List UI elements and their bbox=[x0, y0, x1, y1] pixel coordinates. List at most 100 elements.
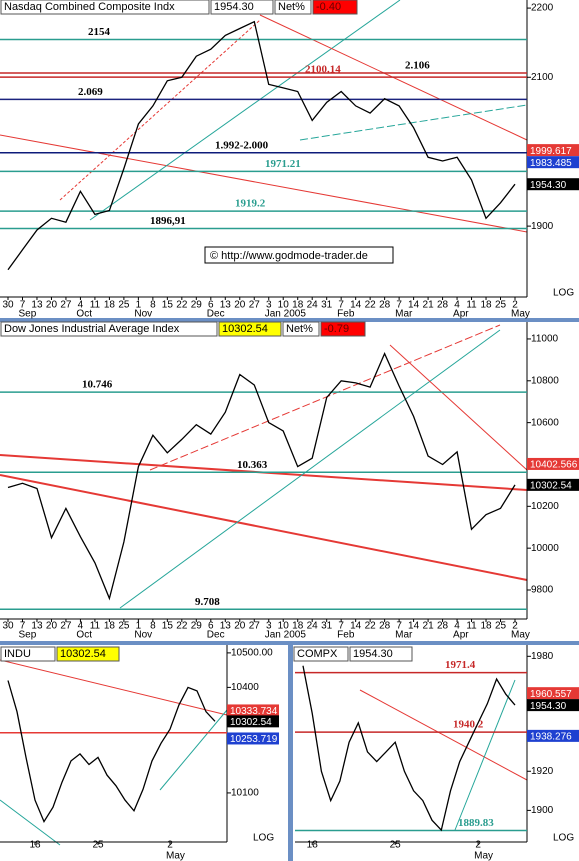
price-line bbox=[7, 680, 216, 824]
price-line bbox=[7, 20, 516, 271]
x-tick-label: 2 bbox=[475, 840, 481, 851]
price-tag-label: 1954.30 bbox=[530, 701, 567, 712]
x-tick-label: 2 bbox=[512, 300, 518, 311]
x-tick-label: 7 bbox=[20, 300, 26, 311]
panel-title-box bbox=[0, 646, 56, 662]
month-label: Sep bbox=[18, 309, 36, 320]
x-tick-label: 13 bbox=[220, 621, 232, 632]
y-tick-label: 10100 bbox=[231, 788, 259, 799]
x-tick-label: 31 bbox=[321, 300, 333, 311]
y-tick-label: 10000 bbox=[531, 543, 559, 554]
price-tag-label: 10333.734 bbox=[230, 706, 278, 717]
month-label: Nov bbox=[134, 309, 152, 320]
price-tag bbox=[527, 687, 579, 700]
net-caption: Net% bbox=[278, 1, 305, 13]
x-tick-label: 28 bbox=[379, 621, 391, 632]
x-tick-label: 14 bbox=[350, 621, 362, 632]
x-tick-label: 27 bbox=[249, 621, 261, 632]
price-tag-label: 1960.557 bbox=[530, 689, 572, 700]
month-label: Jan 2005 bbox=[265, 309, 307, 320]
note-box bbox=[204, 246, 394, 264]
trendline bbox=[0, 659, 228, 716]
x-tick-label: 18 bbox=[292, 621, 304, 632]
level-label: 2.069 bbox=[78, 86, 103, 98]
x-tick-label: 29 bbox=[191, 621, 203, 632]
x-tick-label: 14 bbox=[408, 621, 420, 632]
price-tag bbox=[527, 699, 579, 712]
x-tick-label: 4 bbox=[454, 621, 460, 632]
month-label: Oct bbox=[76, 309, 92, 320]
y-tick-label: 9800 bbox=[531, 585, 554, 596]
price-tag-label: 10402.566 bbox=[530, 460, 578, 471]
y-tick-label: 2200 bbox=[531, 3, 554, 14]
y-tick-label: 10800 bbox=[531, 375, 559, 386]
y-tick-label: 10500.00 bbox=[231, 648, 273, 659]
month-label: May bbox=[511, 630, 530, 641]
month-label: Jan 2005 bbox=[265, 630, 307, 641]
net-caption-box bbox=[282, 321, 320, 337]
x-tick-label: 7 bbox=[338, 621, 344, 632]
x-tick-label: 7 bbox=[338, 300, 344, 311]
price-tag bbox=[527, 478, 579, 491]
x-tick-label: 25 bbox=[495, 621, 507, 632]
price-tag-label: 1999.617 bbox=[530, 146, 572, 157]
x-tick-label: 31 bbox=[321, 621, 333, 632]
month-label: Feb bbox=[337, 309, 355, 320]
price-line bbox=[7, 351, 516, 601]
x-tick-label: 18 bbox=[307, 840, 319, 851]
x-tick-label: 20 bbox=[46, 621, 58, 632]
x-tick-label: 22 bbox=[365, 300, 377, 311]
x-tick-label: 10 bbox=[278, 300, 290, 311]
last-value: 10302.54 bbox=[222, 323, 268, 335]
net-caption-box bbox=[274, 0, 312, 15]
month-label: Mar bbox=[395, 630, 413, 641]
y-tick-label: 10600 bbox=[531, 417, 559, 428]
x-tick-label: 10 bbox=[278, 621, 290, 632]
price-tag-label: 10302.54 bbox=[530, 481, 572, 492]
x-tick-label: 27 bbox=[60, 300, 72, 311]
last-value: 10302.54 bbox=[60, 648, 106, 660]
x-tick-label: 7 bbox=[396, 621, 402, 632]
price-tag-label: 10253.719 bbox=[230, 734, 278, 745]
x-tick-label: 15 bbox=[162, 300, 174, 311]
x-tick-label: 24 bbox=[307, 621, 319, 632]
month-label: Oct bbox=[76, 630, 92, 641]
month-label: Dec bbox=[207, 630, 225, 641]
level-label: 1889.83 bbox=[458, 817, 494, 829]
last-value-box bbox=[210, 0, 274, 15]
x-tick-label: 8 bbox=[150, 300, 156, 311]
last-value-box bbox=[218, 321, 282, 337]
x-tick-label: 18 bbox=[29, 840, 41, 851]
price-tag-label: 1938.276 bbox=[530, 732, 572, 743]
trendline bbox=[119, 329, 501, 609]
x-tick-label: 1 bbox=[136, 621, 142, 632]
trendlines bbox=[0, 0, 528, 846]
price-line bbox=[302, 665, 516, 832]
trendline bbox=[299, 104, 528, 141]
month-label: Nov bbox=[134, 630, 152, 641]
month-label: Dec bbox=[207, 309, 225, 320]
month-label: May bbox=[166, 851, 185, 861]
x-tick-label: 13 bbox=[31, 300, 43, 311]
price-tag-label: 10302.54 bbox=[230, 717, 272, 728]
level-label: 1971.4 bbox=[445, 659, 476, 671]
x-tick-label: 27 bbox=[249, 300, 261, 311]
x-tick-label: 22 bbox=[365, 621, 377, 632]
y-tick-label: 1920 bbox=[531, 766, 554, 777]
x-tick-label: 20 bbox=[234, 300, 246, 311]
trendline bbox=[89, 0, 401, 221]
net-caption: Net% bbox=[286, 323, 313, 335]
y-tick-label: 1900 bbox=[531, 805, 554, 816]
y-tick-label: 1980 bbox=[531, 651, 554, 662]
y-tick-label: 10400 bbox=[231, 682, 259, 693]
price-tag bbox=[527, 156, 579, 169]
level-label: 10.746 bbox=[82, 379, 113, 391]
level-label: 2.106 bbox=[405, 60, 430, 72]
x-tick-label: 1 bbox=[136, 300, 142, 311]
trendline bbox=[389, 344, 528, 471]
trendline bbox=[159, 709, 228, 791]
net-change-box bbox=[312, 0, 358, 15]
x-tick-label: 28 bbox=[437, 300, 449, 311]
price-tag bbox=[227, 704, 279, 717]
